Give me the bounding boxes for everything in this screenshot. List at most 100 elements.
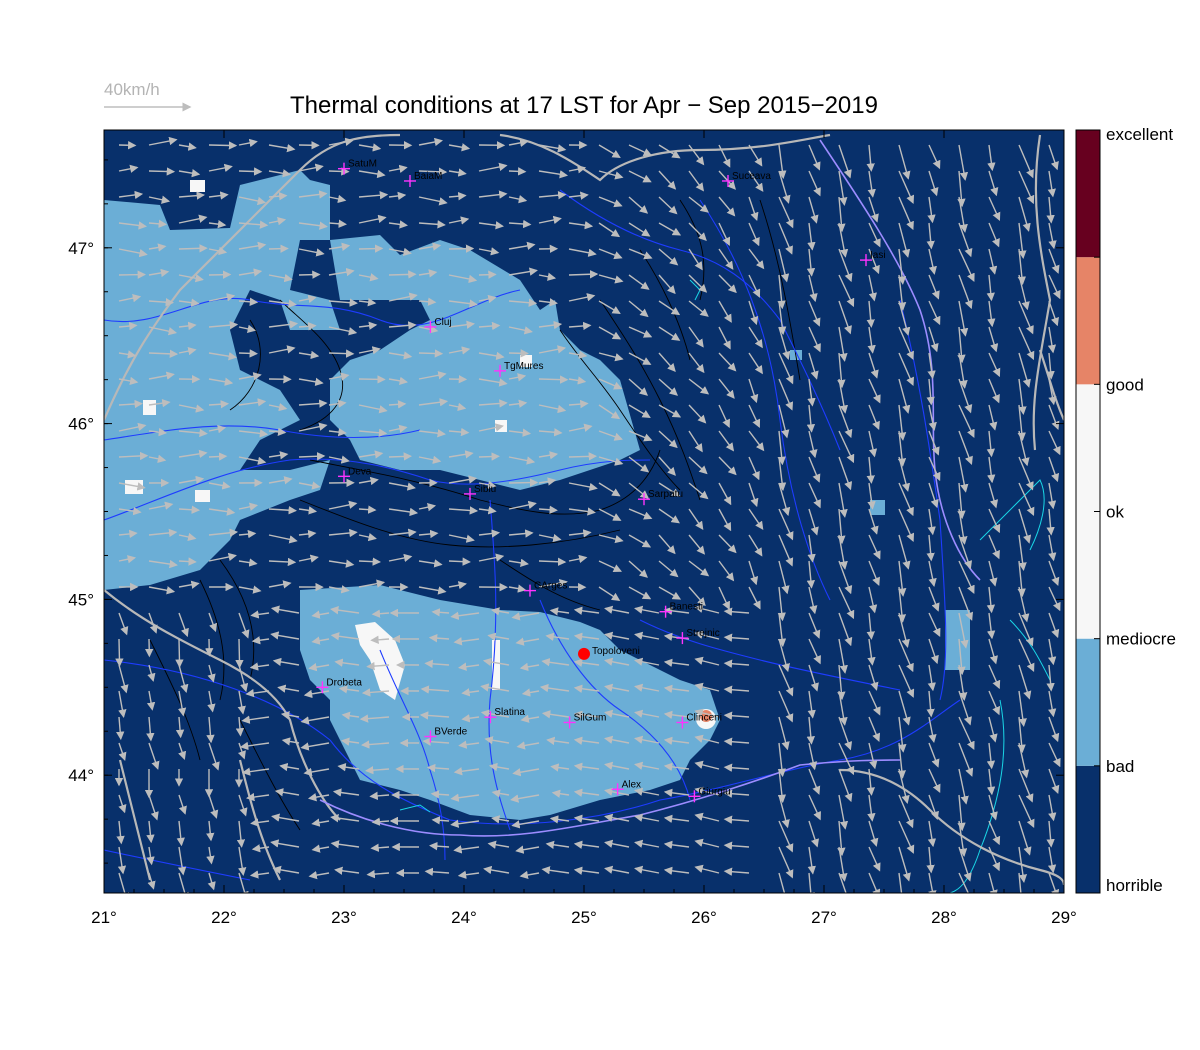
wind-arrow [604, 683, 630, 692]
wind-arrow [364, 766, 390, 775]
city-markers: SatuM BaiaM Suceava Iasi Cluj TgMures Deva Sibi… [316, 159, 886, 803]
wind-arrow [1048, 586, 1061, 612]
wind-arrow [628, 560, 648, 578]
wind-arrow [958, 690, 972, 726]
wind-arrow [1018, 534, 1027, 571]
lat-tick-label: 44° [68, 766, 94, 785]
wind-arrow [148, 398, 171, 408]
wind-arrow [238, 297, 259, 306]
wind-arrow [478, 321, 501, 331]
wind-arrow [538, 477, 557, 486]
wind-arrow [718, 534, 737, 554]
patch-mediocre [520, 355, 532, 367]
wind-arrow [482, 657, 510, 667]
wind-arrow [958, 820, 968, 857]
wind-arrow [478, 221, 505, 230]
wind-arrow [148, 559, 178, 569]
wind-arrow [178, 142, 197, 151]
wind-arrow [538, 505, 558, 514]
wind-arrow [838, 274, 855, 308]
wind-arrow [238, 138, 258, 148]
wind-arrow [361, 688, 390, 697]
wind-arrow [148, 501, 174, 510]
wind-arrow [718, 586, 730, 611]
wind-arrow [388, 247, 412, 256]
wind-arrow [748, 144, 763, 167]
wind-arrow [898, 794, 914, 829]
wind-arrow [658, 196, 678, 215]
wind-arrow [808, 196, 819, 224]
wind-arrow [897, 248, 907, 285]
wind-arrow [281, 737, 300, 746]
wind-arrow [450, 819, 480, 828]
city-label: Cluj [434, 317, 451, 328]
wind-arrow [238, 585, 262, 594]
wind-arrow [958, 612, 969, 649]
wind-arrow [478, 270, 497, 279]
wind-arrow [418, 269, 438, 278]
wind-arrow [838, 690, 848, 726]
wind-arrow [658, 456, 676, 476]
wind-arrow [986, 612, 996, 640]
wind-arrow [926, 690, 935, 718]
wind-arrow [546, 736, 570, 746]
wind-arrow [1048, 378, 1057, 406]
wind-arrow [598, 534, 624, 544]
wind-arrow [448, 274, 478, 284]
wind-arrow [453, 767, 480, 776]
wind-arrow [370, 635, 390, 644]
wind-arrow [568, 482, 598, 492]
wind-arrow [245, 688, 270, 698]
wind-arrow [958, 378, 973, 414]
wind-arrow [358, 143, 382, 152]
wind-arrow [868, 690, 881, 716]
wind-arrow [208, 742, 220, 771]
wind-arrow [458, 740, 480, 749]
wind-arrow [521, 688, 540, 697]
wind-arrow [658, 508, 680, 524]
wind-arrow [308, 662, 330, 672]
wind-arrow [545, 632, 570, 641]
wind-arrow [448, 402, 467, 412]
city-label: BaiaM [414, 171, 442, 182]
wind-arrow [298, 294, 317, 304]
wind-arrow [928, 716, 937, 744]
wind-arrow [928, 612, 941, 638]
wind-arrow [366, 869, 390, 879]
wind-arrow [478, 294, 497, 304]
wind-arrow [658, 378, 678, 396]
wind-arrow [568, 165, 587, 174]
wind-arrow [568, 423, 593, 432]
wind-arrow [898, 300, 911, 336]
wind-arrow [461, 688, 480, 697]
wind-arrow [573, 814, 600, 823]
wind-arrow [178, 580, 200, 589]
wind-arrow [694, 838, 720, 848]
patch-mediocre [195, 490, 210, 502]
wind-arrow [598, 560, 623, 572]
wind-arrow [718, 482, 732, 506]
wind-arrow [358, 273, 379, 282]
wind-arrow [694, 786, 720, 796]
wind-arrow [453, 845, 480, 854]
wind-arrow [658, 170, 677, 190]
highlight-site-marker [578, 647, 590, 660]
wind-arrow [634, 657, 660, 666]
wind-arrow [508, 399, 528, 408]
wind-arrow [604, 657, 630, 666]
wind-arrow [778, 794, 790, 829]
wind-arrow [146, 690, 156, 711]
wind-arrow [928, 586, 940, 612]
wind-arrow [328, 559, 355, 568]
wind-arrow [957, 794, 966, 832]
wind-arrow [898, 378, 911, 414]
wind-arrow [718, 144, 731, 168]
wind-arrow [694, 656, 720, 666]
wind-arrow [688, 326, 704, 348]
wind-arrow [1018, 586, 1030, 623]
wind-arrow [723, 659, 750, 668]
wind-arrow [388, 376, 409, 385]
wind-arrow [177, 846, 187, 876]
colorbar-segment [1076, 384, 1100, 512]
wind-arrow [778, 170, 791, 204]
